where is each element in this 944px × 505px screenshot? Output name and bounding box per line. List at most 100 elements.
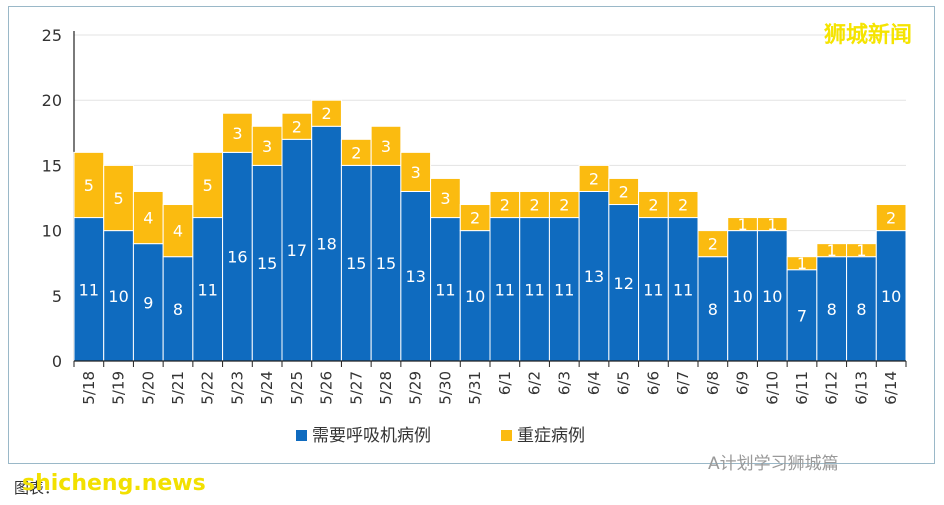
data-label-ventilator: 10 (762, 287, 782, 306)
bar-ventilator (697, 256, 729, 362)
bar-severe (519, 190, 550, 219)
data-label-severe: 3 (262, 137, 272, 156)
data-label-ventilator: 15 (376, 254, 396, 273)
source-label: 图表： (14, 479, 60, 497)
bar-severe (489, 190, 521, 219)
data-label-ventilator: 17 (287, 241, 307, 260)
data-label-ventilator: 9 (143, 293, 153, 312)
x-tick-label: 5/29 (407, 371, 425, 405)
bar-severe (192, 151, 224, 219)
x-tick-label: 6/12 (823, 371, 841, 405)
data-label-severe: 3 (411, 163, 421, 182)
bar-ventilator (519, 217, 550, 362)
bar-severe (103, 164, 134, 232)
x-tick-label: 5/31 (466, 371, 484, 405)
x-tick-label: 5/25 (288, 371, 306, 405)
bar-severe (667, 190, 699, 219)
data-label-ventilator: 11 (643, 280, 663, 299)
x-tick-label: 5/21 (169, 371, 187, 405)
bar-severe (132, 190, 164, 245)
data-label-severe: 2 (351, 143, 361, 162)
x-tick-label: 6/2 (526, 371, 544, 395)
bar-ventilator (162, 256, 194, 362)
x-tick-label: 6/11 (793, 371, 811, 405)
data-label-severe: 2 (678, 196, 688, 215)
data-label-ventilator: 8 (708, 300, 718, 319)
data-label-ventilator: 11 (673, 280, 693, 299)
x-tick-label: 6/5 (615, 371, 633, 395)
x-tick-label: 6/6 (644, 371, 662, 395)
data-label-ventilator: 8 (827, 300, 837, 319)
data-label-ventilator: 13 (584, 267, 604, 286)
data-label-ventilator: 15 (346, 254, 366, 273)
data-label-severe: 2 (589, 169, 599, 188)
data-label-ventilator: 8 (856, 300, 866, 319)
x-tick-label: 6/10 (763, 371, 781, 405)
data-label-ventilator: 8 (173, 300, 183, 319)
chart-frame: 0 5 10 15 20 25 11 5 10 5 9 4 8 4 11 5 16 3 15 3 17 2 18 2 15 2 15… (8, 6, 935, 464)
bar-ventilator (846, 256, 877, 362)
data-label-severe: 1 (737, 215, 747, 234)
x-tick-label: 6/7 (674, 371, 692, 395)
bar-ventilator (727, 230, 758, 362)
bar-severe (430, 177, 461, 219)
data-label-severe: 4 (143, 209, 153, 228)
data-label-ventilator: 11 (79, 280, 99, 299)
x-tick-label: 5/30 (436, 371, 454, 405)
x-tick-label: 6/9 (734, 371, 752, 395)
legend-label-ventilator: 需要呼吸机病例 (312, 426, 431, 446)
data-label-severe: 2 (648, 196, 658, 215)
bar-ventilator (311, 125, 342, 362)
y-tick-label: 15 (42, 156, 62, 175)
data-label-severe: 1 (856, 241, 866, 260)
y-tick-label: 10 (42, 222, 62, 241)
bar-severe (222, 112, 253, 153)
data-label-ventilator: 11 (554, 280, 574, 299)
bar-ventilator (132, 243, 164, 362)
x-tick-label: 5/23 (228, 371, 246, 405)
data-label-severe: 2 (470, 209, 480, 228)
data-label-ventilator: 18 (316, 235, 336, 254)
x-tick-label: 5/24 (258, 371, 276, 405)
data-label-ventilator: 13 (406, 267, 426, 286)
data-label-severe: 3 (232, 124, 242, 143)
data-label-severe: 2 (529, 196, 539, 215)
data-label-severe: 2 (500, 196, 510, 215)
x-tick-label: 6/8 (704, 371, 722, 395)
data-label-ventilator: 15 (257, 254, 277, 273)
bar-severe (875, 204, 907, 232)
x-tick-label: 5/18 (80, 371, 98, 405)
data-label-ventilator: 10 (108, 287, 128, 306)
data-label-severe: 5 (113, 189, 123, 208)
bar-ventilator (875, 230, 907, 362)
bar-severe (459, 204, 491, 232)
bar-severe (251, 125, 283, 166)
data-label-severe: 5 (203, 176, 213, 195)
legend-label-severe: 重症病例 (517, 426, 585, 446)
bar-severe (578, 164, 610, 192)
x-tick-label: 6/3 (555, 371, 573, 395)
data-label-severe: 1 (797, 254, 807, 273)
bar-ventilator (400, 190, 432, 362)
x-tick-label: 5/27 (347, 371, 365, 405)
data-label-ventilator: 11 (524, 280, 544, 299)
stacked-bar-chart: 0510152025115105948411516315317218215215… (42, 26, 907, 446)
data-label-severe: 2 (321, 104, 331, 123)
x-tick-label: 5/28 (377, 371, 395, 405)
data-label-severe: 2 (559, 196, 569, 215)
data-label-severe: 2 (708, 235, 718, 254)
legend-swatch-ventilator (296, 430, 307, 441)
data-label-severe: 2 (619, 182, 629, 201)
bar-ventilator (667, 217, 699, 362)
bar-severe (311, 99, 342, 127)
data-label-severe: 2 (886, 209, 896, 228)
data-label-severe: 2 (292, 117, 302, 136)
data-label-ventilator: 11 (198, 280, 218, 299)
bar-severe (638, 190, 669, 219)
y-tick-label: 25 (42, 26, 62, 45)
data-label-severe: 5 (84, 176, 94, 195)
x-tick-label: 6/13 (852, 371, 870, 405)
data-label-severe: 1 (767, 215, 777, 234)
data-label-ventilator: 16 (227, 248, 247, 267)
data-label-severe: 1 (827, 241, 837, 260)
